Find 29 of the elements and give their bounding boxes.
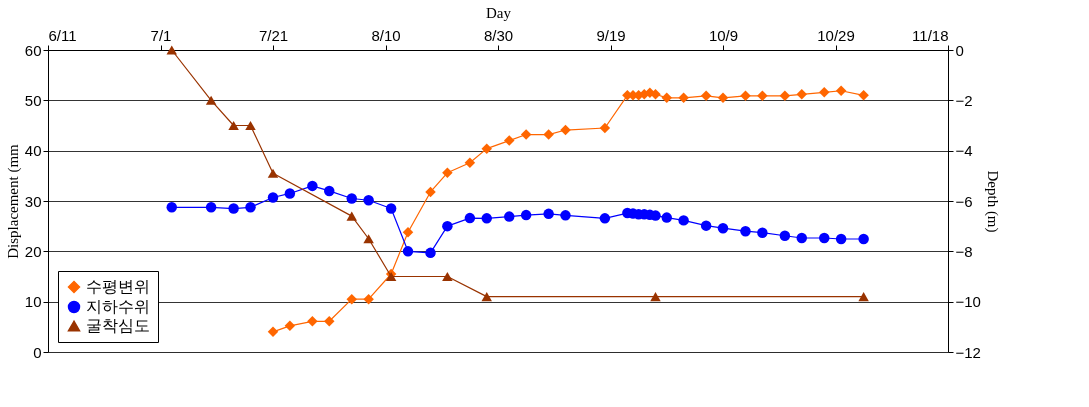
y-tick-label: 30 <box>24 192 42 210</box>
y2-tick-label: −10 <box>955 293 981 311</box>
x-tick-label: 11/18 <box>912 26 949 44</box>
x-tick-label: 8/30 <box>483 26 514 44</box>
y-tick-label: 20 <box>24 242 42 260</box>
y2-tick-label: −6 <box>955 192 973 210</box>
y-axis-title: Displacement (mm <box>4 143 22 259</box>
y-tick-label: 10 <box>24 293 42 311</box>
y-tick-label: 50 <box>24 91 42 109</box>
x-tick-label: 8/10 <box>371 26 401 44</box>
y-tick-label: 40 <box>24 142 42 160</box>
y2-tick-label: −8 <box>955 242 973 260</box>
x-axis-title: Day <box>486 4 512 21</box>
x-tick-label: 6/11 <box>48 26 77 44</box>
legend-label: 굴착심도 <box>86 317 150 334</box>
y-tick-label: 60 <box>24 41 42 59</box>
y2-tick-label: −2 <box>955 91 973 109</box>
y-tick-label: 0 <box>33 343 42 361</box>
x-tick-label: 7/1 <box>150 26 172 44</box>
x-tick-label: 10/29 <box>817 26 855 44</box>
y2-axis-title: Depth (m) <box>983 170 1001 233</box>
x-tick-label: 9/19 <box>596 26 626 44</box>
y2-tick-label: 0 <box>955 41 964 59</box>
legend-label: 지하수위 <box>86 298 150 315</box>
x-tick-label: 10/9 <box>708 26 739 44</box>
x-tick-label: 7/21 <box>258 26 289 44</box>
legend-label: 수평변위 <box>86 278 150 295</box>
y2-tick-label: −12 <box>955 343 981 361</box>
y2-tick-label: −4 <box>955 142 973 160</box>
